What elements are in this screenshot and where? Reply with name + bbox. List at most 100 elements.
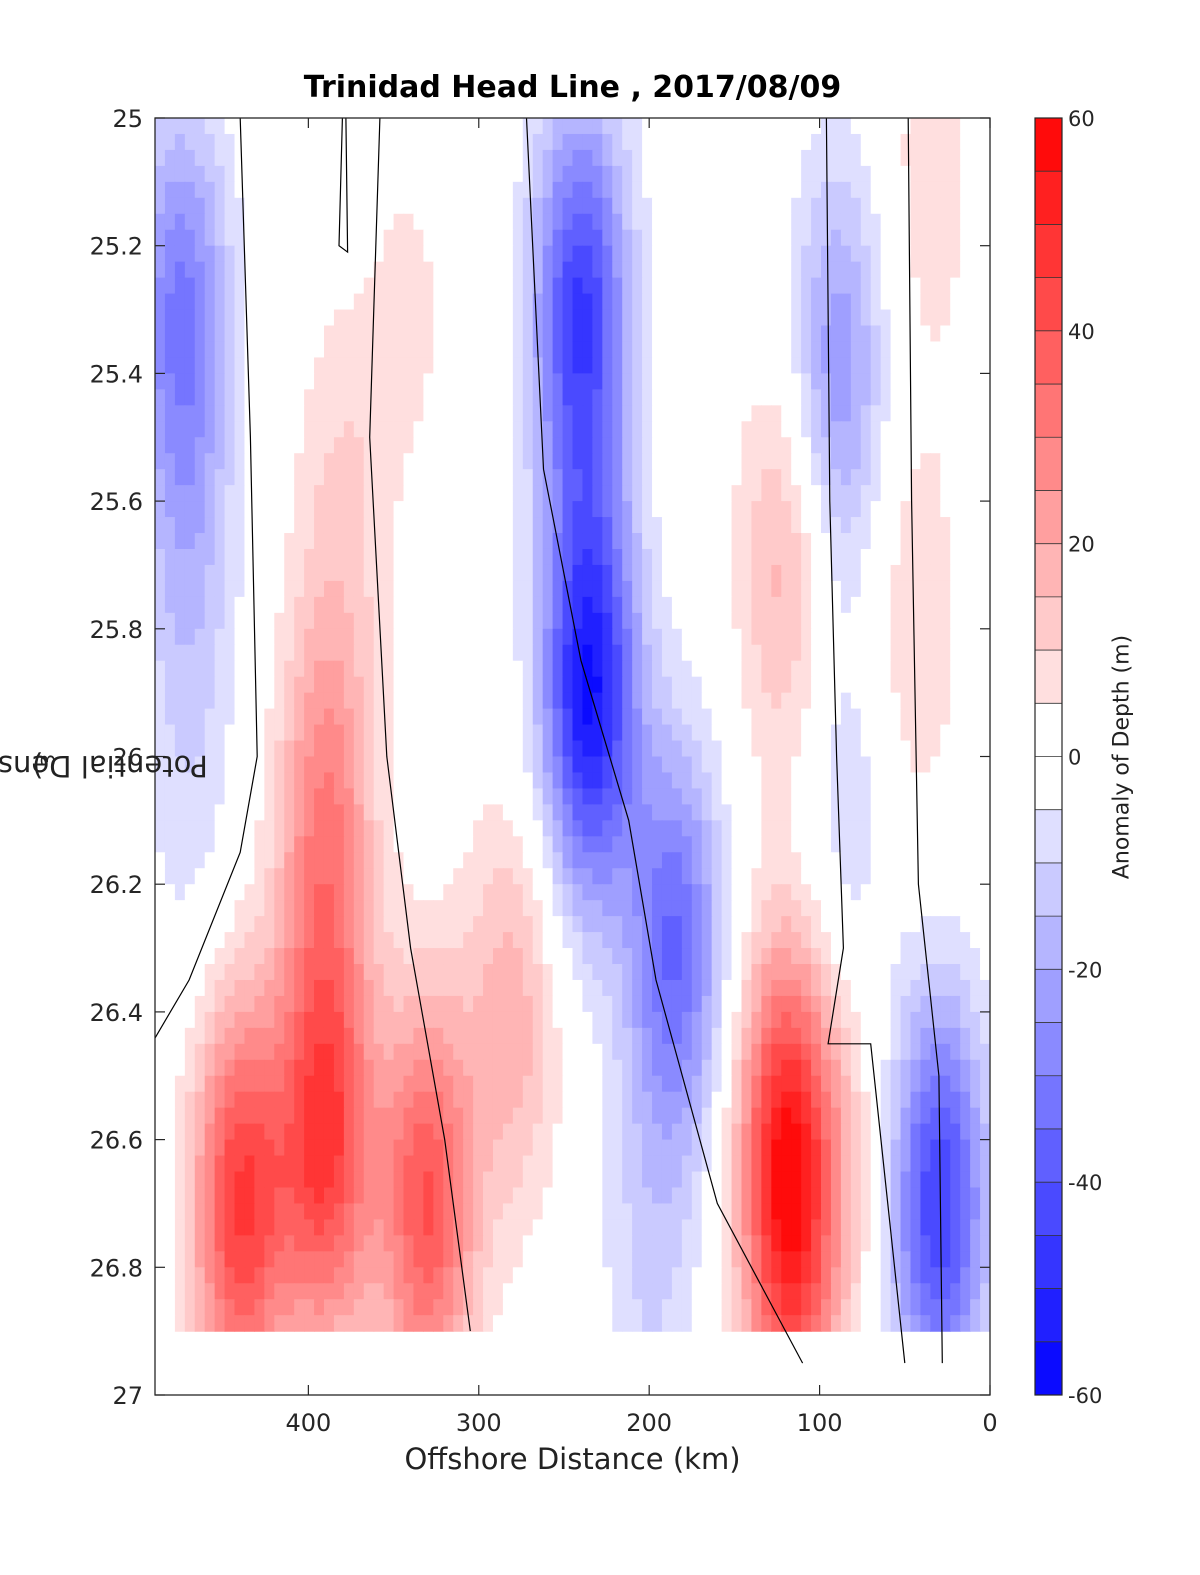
field-cell bbox=[811, 596, 822, 614]
field-cell bbox=[522, 772, 534, 790]
field-cell bbox=[562, 804, 574, 821]
field-cell bbox=[711, 1027, 723, 1045]
field-cell bbox=[632, 900, 643, 917]
field-cell bbox=[304, 389, 315, 406]
field-cell bbox=[652, 133, 663, 151]
field-cell bbox=[174, 357, 186, 374]
field-cell bbox=[612, 341, 623, 359]
field-cell bbox=[950, 1027, 961, 1045]
field-cell bbox=[592, 756, 603, 774]
field-cell bbox=[632, 197, 643, 215]
field-cell bbox=[522, 788, 534, 805]
field-cell bbox=[314, 868, 325, 885]
field-cell bbox=[552, 660, 564, 678]
field-cell bbox=[174, 405, 186, 422]
field-cell bbox=[314, 277, 325, 295]
field-cell bbox=[274, 501, 285, 518]
field-cell bbox=[522, 804, 534, 821]
field-cell bbox=[542, 517, 554, 534]
field-cell bbox=[801, 517, 812, 534]
field-cell bbox=[811, 373, 822, 390]
field-cell bbox=[333, 804, 345, 821]
field-cell bbox=[791, 309, 802, 327]
field-cell bbox=[870, 149, 882, 167]
field-cell bbox=[830, 245, 842, 263]
field-cell bbox=[950, 660, 961, 678]
field-cell bbox=[333, 118, 345, 135]
field-cell bbox=[910, 548, 922, 566]
field-cell bbox=[930, 293, 941, 311]
field-cell bbox=[532, 277, 544, 295]
field-cell bbox=[751, 564, 762, 582]
field-cell bbox=[721, 1027, 733, 1045]
field-cell bbox=[910, 533, 922, 550]
field-cell bbox=[642, 1011, 653, 1029]
field-cell bbox=[632, 1043, 643, 1061]
field-cell bbox=[691, 660, 703, 678]
field-cell bbox=[562, 293, 574, 311]
field-cell bbox=[950, 756, 961, 774]
field-cell bbox=[681, 421, 693, 438]
field-cell bbox=[423, 357, 434, 374]
field-cell bbox=[691, 421, 703, 438]
field-cell bbox=[731, 979, 743, 997]
field-cell bbox=[771, 916, 782, 933]
field-cell bbox=[582, 533, 593, 550]
field-cell bbox=[572, 118, 584, 135]
field-cell bbox=[801, 341, 812, 359]
field-cell bbox=[612, 357, 623, 374]
field-cell bbox=[711, 916, 723, 933]
field-cell bbox=[194, 660, 206, 678]
field-cell bbox=[443, 692, 454, 710]
field-cell bbox=[443, 708, 454, 726]
field-cell bbox=[492, 548, 504, 566]
field-cell bbox=[592, 884, 603, 901]
field-cell bbox=[840, 229, 852, 247]
field-cell bbox=[920, 293, 931, 311]
field-cell bbox=[164, 165, 176, 183]
field-cell bbox=[582, 772, 593, 790]
field-cell bbox=[473, 900, 484, 917]
field-cell bbox=[473, 293, 484, 311]
field-cell bbox=[721, 437, 733, 454]
field-cell bbox=[542, 533, 554, 550]
field-cell bbox=[453, 485, 464, 502]
field-cell bbox=[323, 277, 335, 295]
field-cell bbox=[691, 708, 703, 726]
field-cell bbox=[940, 884, 951, 901]
field-cell bbox=[632, 564, 643, 582]
field-cell bbox=[174, 612, 186, 630]
field-cell bbox=[294, 868, 305, 885]
field-cell bbox=[900, 165, 912, 183]
field-cell bbox=[463, 501, 474, 518]
field-cell bbox=[602, 964, 613, 981]
field-cell bbox=[930, 245, 941, 263]
field-cell bbox=[164, 357, 176, 374]
field-cell bbox=[383, 261, 395, 279]
field-cell bbox=[980, 533, 990, 550]
field-cell bbox=[244, 309, 255, 327]
field-cell bbox=[910, 676, 922, 694]
field-cell bbox=[254, 628, 265, 646]
field-cell bbox=[333, 181, 345, 199]
field-cell bbox=[830, 197, 842, 215]
field-cell bbox=[761, 421, 772, 438]
field-cell bbox=[870, 453, 882, 470]
field-cell bbox=[443, 580, 454, 598]
field-cell bbox=[781, 485, 792, 502]
field-cell bbox=[821, 612, 832, 630]
field-cell bbox=[194, 118, 206, 135]
field-cell bbox=[314, 676, 325, 694]
field-cell bbox=[373, 964, 385, 981]
field-cell bbox=[383, 740, 395, 758]
field-cell bbox=[930, 1043, 941, 1061]
field-cell bbox=[244, 948, 255, 965]
field-cell bbox=[164, 181, 176, 199]
field-cell bbox=[512, 772, 524, 790]
field-cell bbox=[721, 740, 733, 758]
field-cell bbox=[821, 437, 832, 454]
field-cell bbox=[155, 884, 166, 901]
field-cell bbox=[860, 437, 872, 454]
field-cell bbox=[761, 916, 772, 933]
field-cell bbox=[373, 820, 385, 837]
